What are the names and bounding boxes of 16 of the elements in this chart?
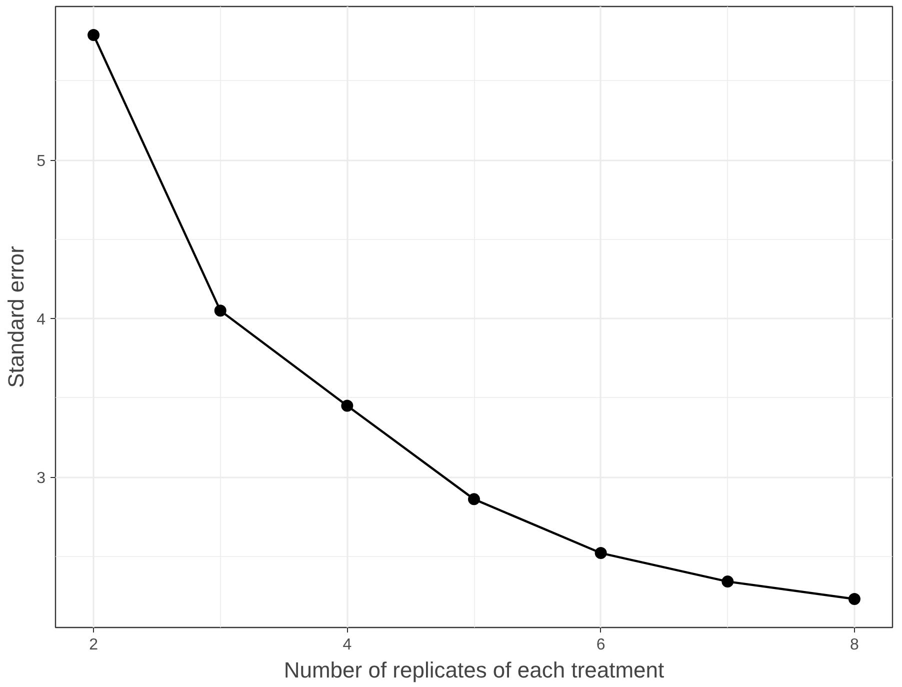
point [848, 592, 860, 605]
point [214, 304, 226, 317]
point [594, 547, 607, 560]
y-axis-title: Standard error [4, 246, 29, 388]
x-tick-label: 6 [596, 636, 606, 654]
y-tick-label: 5 [36, 153, 46, 170]
point [341, 400, 354, 412]
x-tick-label: 4 [342, 636, 352, 654]
x-tick-label: 2 [89, 636, 98, 654]
x-tick-label: 8 [850, 636, 860, 654]
point [722, 576, 734, 588]
y-tick-label: 4 [36, 312, 46, 329]
y-tick-label: 3 [36, 470, 46, 488]
point [468, 493, 480, 506]
point [88, 29, 100, 42]
x-axis-title: Number of replicates of each treatment [284, 658, 664, 682]
